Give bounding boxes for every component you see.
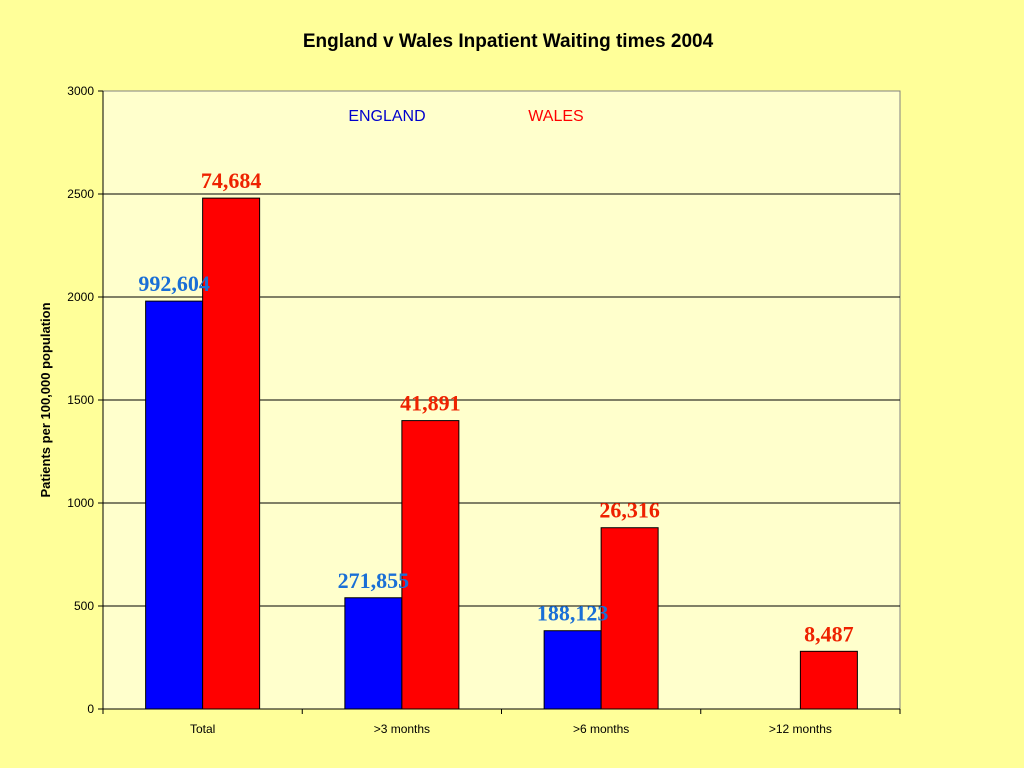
- bar-wales-3: [799, 650, 858, 710]
- legend-wales: WALES: [528, 108, 583, 125]
- y-axis-title: Patients per 100,000 population: [38, 302, 53, 497]
- y-tick-label: 1500: [67, 393, 94, 407]
- y-tick-label: 3000: [67, 84, 94, 98]
- bar-wales-2: [600, 527, 659, 710]
- data-label-england-2: 188,123: [537, 601, 609, 626]
- x-tick-label: Total: [190, 722, 215, 736]
- bars: [145, 197, 858, 710]
- y-tick-label: 0: [87, 702, 94, 716]
- data-label-england-0: 992,604: [138, 271, 210, 296]
- y-tick-label: 2000: [67, 290, 94, 304]
- x-tick-label: >12 months: [769, 722, 832, 736]
- y-tick-label: 2500: [67, 187, 94, 201]
- bar-england-2: [543, 630, 602, 710]
- bar-wales-0: [202, 197, 261, 710]
- legend-england: ENGLAND: [348, 108, 425, 125]
- y-tick-label: 500: [74, 599, 94, 613]
- data-label-wales-0: 74,684: [201, 168, 262, 193]
- data-label-wales-2: 26,316: [599, 498, 660, 523]
- bar-england-0: [145, 300, 204, 710]
- data-labels: 992,604 271,855 188,123 74,684 41,891 26,316 8…: [138, 168, 853, 646]
- data-label-england-1: 271,855: [338, 568, 410, 593]
- x-axis-ticks: Total >3 months >6 months >12 months: [102, 709, 901, 736]
- bar-england-1: [344, 597, 403, 710]
- chart-title: England v Wales Inpatient Waiting times …: [303, 31, 714, 52]
- bar-wales-1: [401, 420, 460, 710]
- y-axis-ticks: 0 500 1000 1500 2000 2500 3000: [67, 84, 103, 716]
- x-tick-label: >3 months: [374, 722, 430, 736]
- y-tick-label: 1000: [67, 496, 94, 510]
- data-label-wales-3: 8,487: [804, 621, 854, 646]
- x-tick-label: >6 months: [573, 722, 629, 736]
- data-label-wales-1: 41,891: [400, 391, 461, 416]
